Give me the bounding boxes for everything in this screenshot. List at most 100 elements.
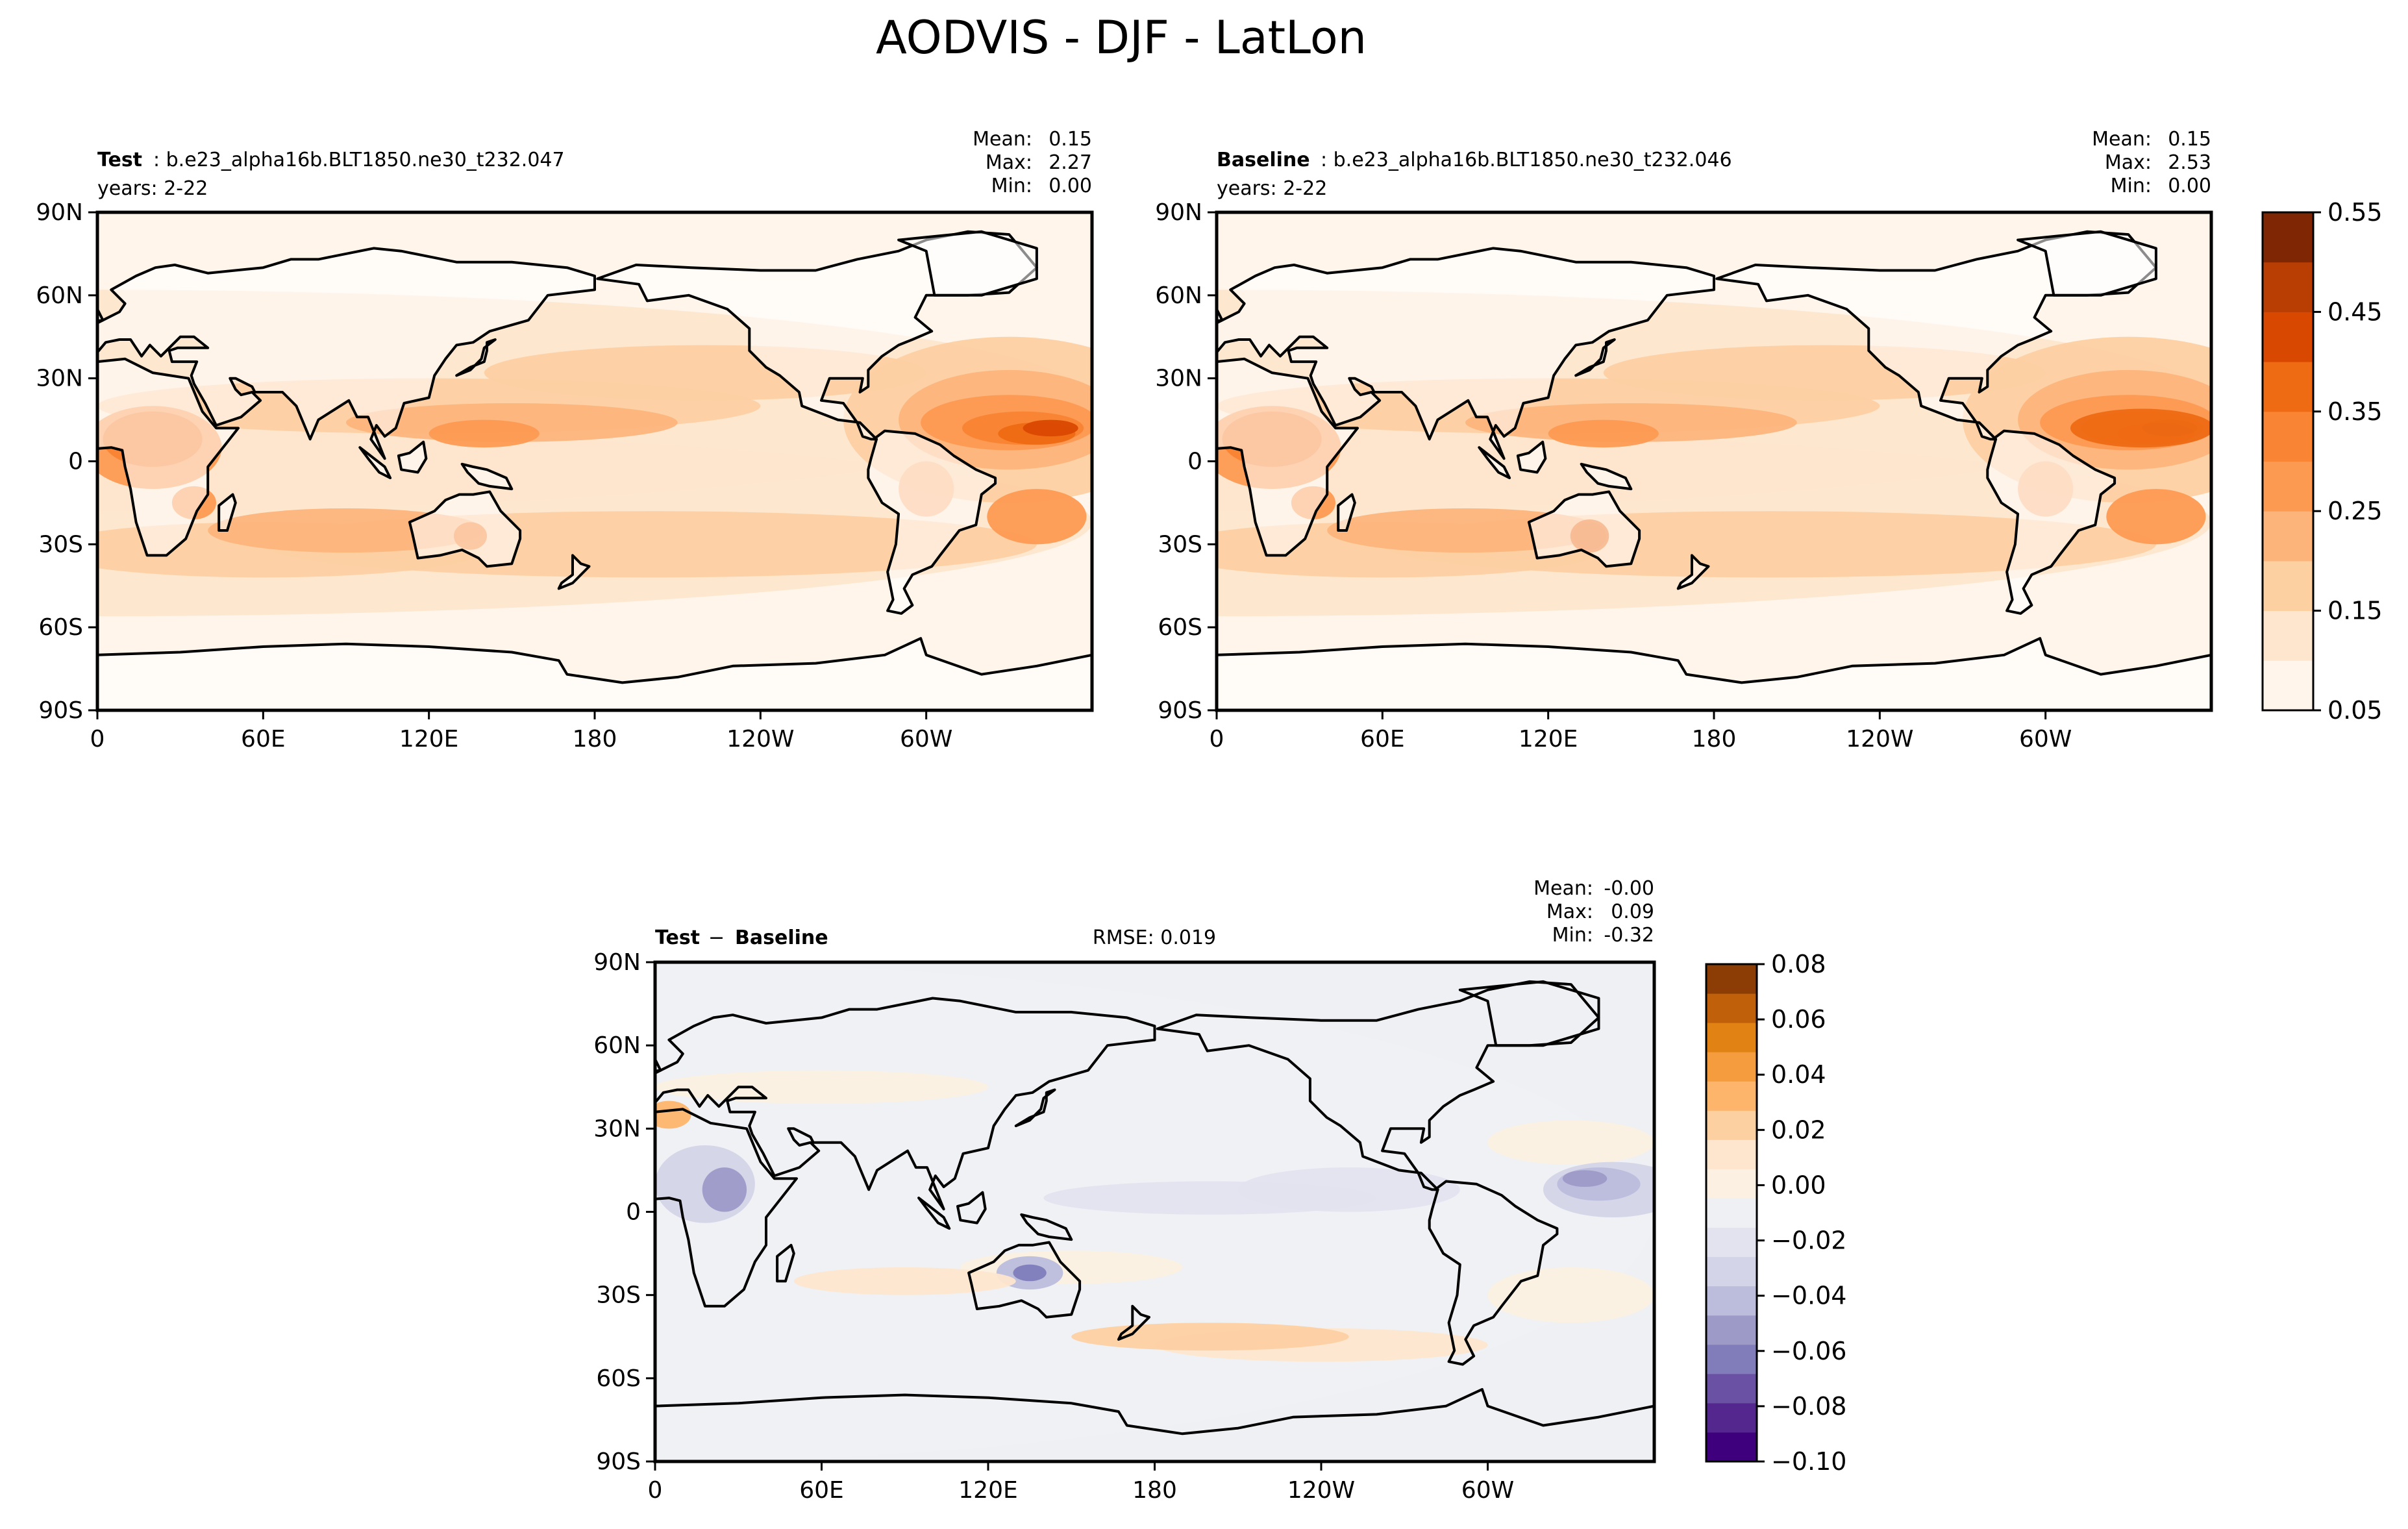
difference-ytick-label: 30S (596, 1282, 641, 1309)
diff-label-sep: − (708, 926, 725, 949)
test-max-value: 2.27 (1049, 151, 1092, 174)
baseline-ytick-label: 60N (1155, 282, 1202, 309)
test-coastline-0 (97, 357, 240, 557)
test-ytick-label: 30N (36, 366, 83, 392)
colorbar-difference-swatch-13 (1706, 1052, 1757, 1082)
test-coastline-2 (408, 490, 522, 568)
test-xtick-label: 0 (90, 726, 105, 752)
colorbar-aod-tick-label: 0.35 (2327, 397, 2383, 426)
difference-contour-16 (1071, 1323, 1349, 1351)
baseline-coastline-5 (1217, 637, 2211, 710)
colorbar-difference-swatch-4 (1706, 1315, 1757, 1345)
test-xtick-label: 120W (726, 726, 794, 752)
colorbar-difference-swatch-10 (1706, 1139, 1757, 1169)
colorbar-aod-swatch-1 (2263, 610, 2313, 661)
test-coastline-4 (867, 429, 997, 615)
difference-coastline-13 (1458, 980, 1600, 1047)
baseline-label-case: : b.e23_alpha16b.BLT1850.ne30_t232.046 (1321, 149, 1732, 171)
baseline-coastline-11 (1337, 493, 1356, 532)
difference-coastline-12 (655, 1057, 662, 1073)
diff-rmse: RMSE: 0.019 (1093, 926, 1216, 949)
colorbar-difference-swatch-14 (1706, 1023, 1757, 1052)
baseline-coastline-7 (1478, 446, 1511, 480)
colorbar-difference-tick-label: −0.10 (1771, 1447, 1846, 1476)
baseline-coastline-0 (1217, 357, 1359, 557)
difference-xtick-label: 0 (648, 1477, 663, 1504)
colorbar-difference-tick-label: 0.06 (1771, 1005, 1826, 1034)
test-years: years: 2-22 (97, 177, 208, 200)
diff-mean-value: -0.00 (1604, 877, 1654, 900)
difference-map-field (655, 962, 1654, 1461)
test-ytick-label: 60N (36, 282, 83, 309)
test-coastline-8 (397, 440, 428, 474)
test-contour-17 (1023, 419, 1078, 437)
test-coastline-13 (897, 230, 1038, 297)
baseline-mean-label: Mean: (2092, 128, 2152, 151)
test-mean-label: Mean: (973, 128, 1032, 151)
difference-xtick-label: 60E (799, 1477, 844, 1504)
colorbar-difference-tick-label: −0.06 (1771, 1337, 1846, 1365)
baseline-xtick-label: 120E (1519, 726, 1578, 752)
colorbar-difference-swatch-7 (1706, 1227, 1757, 1258)
colorbar-aod-tick-label: 0.45 (2327, 297, 2383, 326)
difference-coastline-7 (917, 1197, 951, 1230)
difference-ytick-label: 60N (593, 1032, 641, 1059)
difference-xtick-label: 60W (1461, 1477, 1514, 1504)
colorbar-aod-swatch-9 (2263, 212, 2313, 263)
panel-difference: Test − Baseline RMSE: 0.019 Mean: Max: M… (593, 877, 1656, 1504)
colorbar-aod-swatch-2 (2263, 560, 2313, 612)
test-coastline-10 (557, 554, 591, 590)
baseline-ytick-label: 0 (1187, 449, 1202, 475)
baseline-coastline-13 (2017, 230, 2157, 297)
baseline-coastline-8 (1516, 440, 1547, 474)
colorbar-aod-frame (2261, 211, 2315, 712)
test-mean-value: 0.15 (1049, 128, 1092, 151)
colorbar-aod-swatch-0 (2263, 660, 2313, 711)
colorbar-difference-swatch-16 (1706, 964, 1757, 994)
test-map-field (97, 212, 1092, 710)
baseline-max-value: 2.53 (2168, 151, 2211, 174)
test-xtick-label: 120E (399, 726, 458, 752)
difference-coastline-4 (1428, 1180, 1559, 1366)
colorbar-aod-tick-label: 0.05 (2327, 696, 2383, 725)
baseline-ytick-label: 30S (1158, 531, 1202, 558)
colorbar-aod-tick-label: 0.25 (2327, 497, 2383, 525)
test-coastline-11 (217, 493, 237, 532)
difference-contour-17 (793, 1267, 1016, 1295)
test-ytick-label: 30S (38, 531, 83, 558)
colorbar-difference-swatch-12 (1706, 1081, 1757, 1111)
test-ytick-label: 0 (68, 449, 83, 475)
colorbar-aod-swatch-7 (2263, 312, 2313, 362)
difference-coastline-9 (1014, 1088, 1056, 1128)
baseline-xtick-label: 180 (1692, 726, 1737, 752)
baseline-mean-value: 0.15 (2168, 128, 2211, 151)
difference-ytick-label: 30N (593, 1115, 641, 1142)
test-xtick-label: 180 (573, 726, 617, 752)
difference-ytick-label: 90S (596, 1448, 641, 1475)
baseline-axis-ticks: 0 60E 120E 180 120W 60W 90N 60N 30N 0 30S 60S 90S (1155, 199, 2072, 752)
colorbar-difference-tick-label: −0.04 (1771, 1282, 1846, 1310)
test-contour-13 (987, 489, 1087, 545)
colorbar-aod-swatch-5 (2263, 411, 2313, 462)
colorbar-aod: 0.55 0.45 0.35 0.25 0.15 0.05 (2261, 198, 2383, 725)
colorbar-difference-frame (1705, 963, 1758, 1463)
difference-coastline-5 (655, 1387, 1654, 1461)
colorbar-difference-tick-label: 0.08 (1771, 950, 1826, 978)
baseline-label-bold: Baseline (1217, 149, 1310, 171)
difference-coastline-6 (1020, 1213, 1073, 1241)
panel-test: Test : b.e23_alpha16b.BLT1850.ne30_t232.… (36, 128, 1094, 752)
test-ytick-label: 60S (38, 614, 83, 641)
baseline-max-label: Max: (2105, 151, 2152, 174)
difference-contour-10 (1562, 1170, 1607, 1187)
test-ytick-label: 90S (38, 697, 83, 724)
diff-mean-label: Mean: (1533, 877, 1593, 900)
difference-ytick-label: 60S (596, 1365, 641, 1392)
baseline-min-label: Min: (2111, 175, 2152, 197)
colorbar-aod-tick-label: 0.55 (2327, 198, 2383, 227)
colorbar-difference-tick-label: −0.02 (1771, 1226, 1846, 1255)
baseline-ytick-label: 60S (1158, 614, 1202, 641)
difference-contour-1 (1487, 1120, 1654, 1165)
difference-coastline-1 (655, 997, 1156, 1211)
difference-contour-12 (702, 1167, 747, 1212)
